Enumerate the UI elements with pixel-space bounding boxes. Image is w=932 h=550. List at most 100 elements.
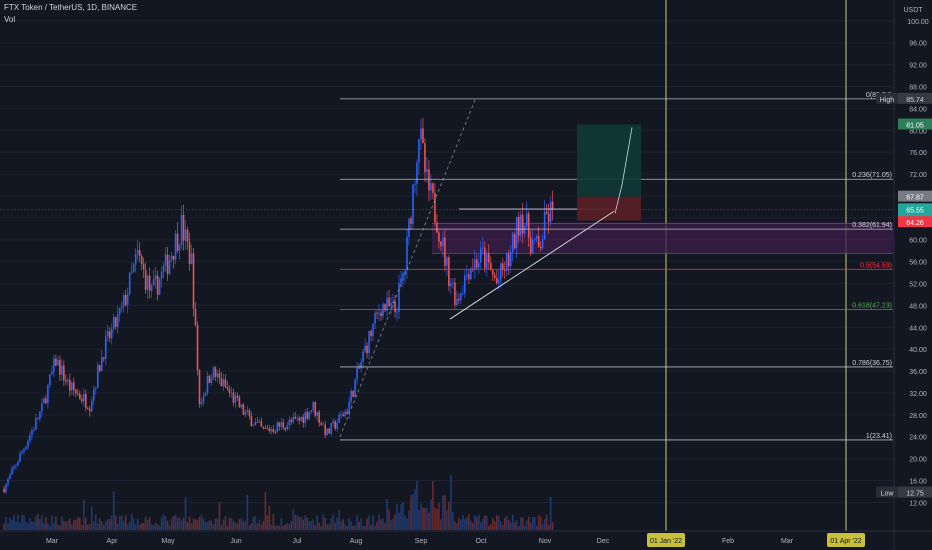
candle-body — [468, 274, 470, 280]
candle-body — [246, 410, 249, 413]
volume-bar — [288, 523, 291, 530]
range-box — [432, 223, 893, 254]
candle-body — [378, 312, 380, 314]
volume-bar — [452, 512, 454, 530]
candle-body — [248, 410, 251, 416]
projection-path — [614, 127, 633, 214]
volume-bar — [382, 518, 384, 530]
symbol-title[interactable]: FTX Token / TetherUS, 1D, BINANCE — [4, 3, 138, 12]
candle-body — [334, 421, 336, 429]
candle-body — [376, 312, 378, 314]
candle-body — [318, 412, 321, 423]
volume-bar — [21, 515, 23, 530]
candle-body — [23, 449, 25, 452]
x-tick-label: Aug — [350, 538, 363, 545]
candle-body — [7, 479, 9, 485]
candle-body — [5, 484, 7, 493]
candle-body — [330, 423, 332, 434]
candle-body — [422, 128, 424, 144]
volume-bar — [404, 515, 406, 530]
volume-bar — [324, 517, 326, 530]
volume-bar — [57, 524, 59, 530]
candle-body — [342, 414, 344, 417]
volume-bar — [545, 514, 548, 530]
candle-body — [164, 254, 167, 266]
candle-body — [158, 279, 161, 295]
y-tick-label: 12.00 — [909, 500, 927, 507]
candle-body — [186, 229, 189, 242]
candle-body — [549, 201, 552, 223]
volume-bar — [138, 524, 141, 530]
candle-body — [276, 422, 279, 432]
candle-body — [288, 419, 291, 426]
volume-bar — [184, 497, 187, 530]
candle-body — [398, 283, 400, 312]
candle-body — [206, 375, 209, 393]
candle-body — [244, 412, 247, 415]
candle-body — [314, 401, 317, 416]
volume-bar — [523, 525, 526, 530]
candle-body — [168, 259, 171, 274]
volume-bar — [456, 523, 458, 530]
volume-bar — [507, 519, 510, 530]
candle-body — [483, 247, 486, 269]
volume-bar — [464, 519, 466, 530]
candle-body — [172, 255, 175, 260]
candle-body — [21, 451, 23, 454]
candle-body — [3, 488, 5, 493]
volume-bar — [33, 522, 35, 530]
candle-body — [310, 410, 313, 412]
target-zone — [577, 124, 641, 197]
volume-bar — [515, 520, 518, 530]
candle-body — [386, 297, 388, 311]
candle-body — [39, 411, 41, 420]
volume-bar — [444, 495, 446, 530]
candle-body — [346, 411, 348, 414]
candle-body — [65, 380, 67, 382]
candle-body — [460, 293, 462, 301]
volume-bar — [511, 514, 514, 530]
volume-bar — [274, 525, 277, 530]
candle-body — [478, 262, 480, 268]
volume-bar — [154, 522, 157, 530]
candle-body — [55, 358, 57, 366]
volume-bar — [128, 521, 131, 530]
candle-body — [156, 275, 159, 295]
y-tick-label: 92.00 — [909, 63, 927, 70]
volume-bar — [246, 495, 249, 530]
volume-bar — [487, 525, 490, 530]
volume-bar — [43, 523, 45, 530]
y-tick-label: 36.00 — [909, 369, 927, 376]
candle-body — [214, 367, 217, 377]
candle-body — [493, 274, 496, 279]
candle-body — [79, 393, 81, 399]
volume-bar — [298, 517, 301, 530]
candle-body — [434, 192, 436, 223]
volume-label[interactable]: Vol — [4, 15, 16, 24]
candle-body — [118, 308, 121, 315]
candle-body — [521, 214, 524, 234]
volume-bar — [166, 520, 169, 530]
volume-bar — [126, 524, 129, 530]
candle-body — [222, 379, 225, 387]
volume-bar — [234, 522, 237, 530]
fib-level-label: 1(23.41) — [866, 433, 892, 440]
candle-body — [198, 370, 201, 404]
volume-bar — [172, 515, 175, 530]
time-tick-highlight — [827, 533, 865, 547]
volume-bar — [460, 520, 462, 530]
volume-bar — [454, 521, 456, 530]
candle-body — [19, 453, 21, 462]
volume-bar — [272, 514, 275, 530]
volume-bar — [122, 520, 125, 530]
volume-bar — [378, 514, 380, 530]
candle-body — [254, 421, 257, 426]
candle-body — [174, 233, 177, 260]
candle-body — [348, 401, 350, 414]
candle-body — [294, 416, 297, 419]
candle-body — [338, 414, 340, 423]
volume-bar — [340, 521, 342, 530]
candle-body — [130, 271, 133, 273]
volume-bar — [537, 515, 540, 530]
